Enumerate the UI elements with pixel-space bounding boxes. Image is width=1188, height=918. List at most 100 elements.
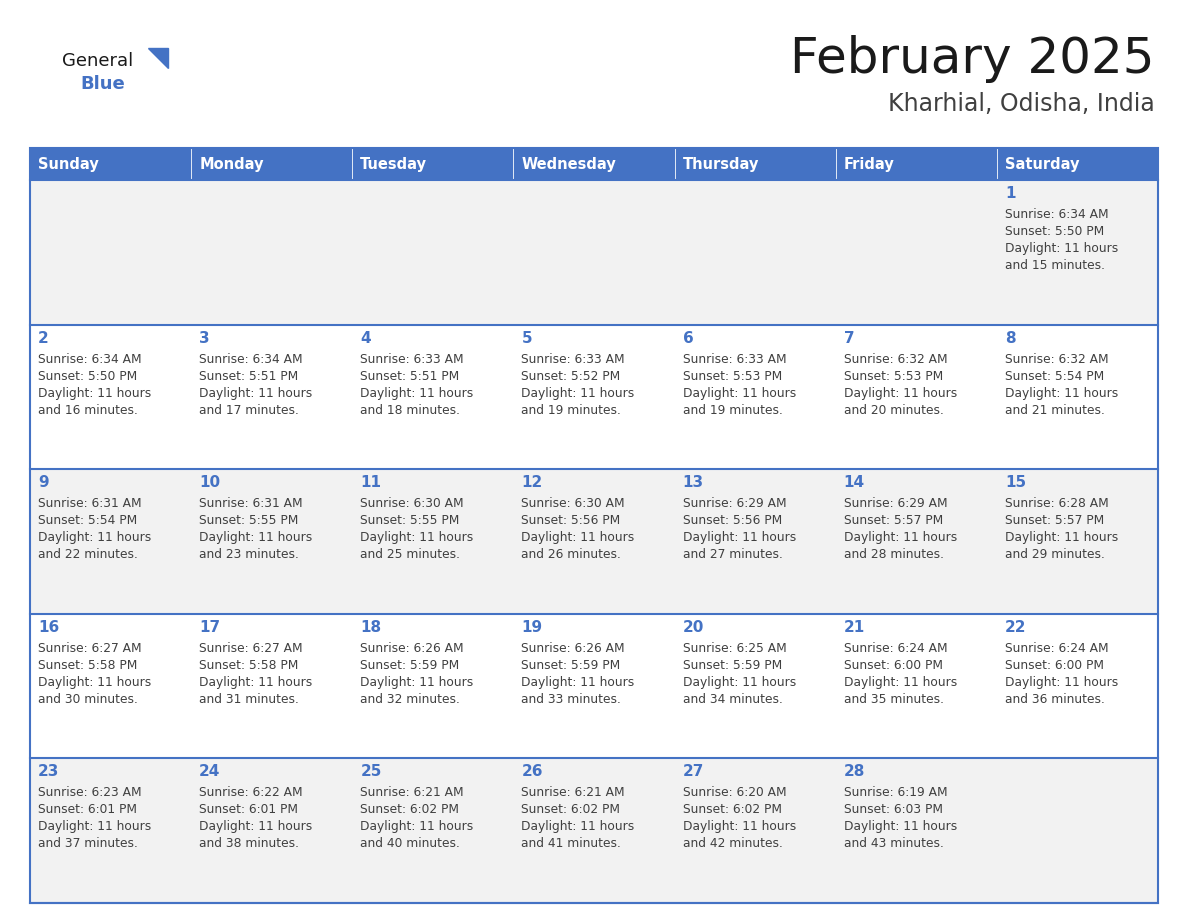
Text: Daylight: 11 hours: Daylight: 11 hours <box>200 821 312 834</box>
Text: and 25 minutes.: and 25 minutes. <box>360 548 460 561</box>
Text: and 34 minutes.: and 34 minutes. <box>683 693 783 706</box>
Text: Friday: Friday <box>843 156 895 172</box>
Text: Daylight: 11 hours: Daylight: 11 hours <box>360 821 474 834</box>
Text: Sunset: 5:53 PM: Sunset: 5:53 PM <box>843 370 943 383</box>
Text: Sunrise: 6:32 AM: Sunrise: 6:32 AM <box>1005 353 1108 365</box>
Text: Daylight: 11 hours: Daylight: 11 hours <box>683 386 796 399</box>
Bar <box>835 148 997 180</box>
Text: Daylight: 11 hours: Daylight: 11 hours <box>38 821 151 834</box>
Text: 27: 27 <box>683 765 704 779</box>
Text: and 22 minutes.: and 22 minutes. <box>38 548 138 561</box>
Bar <box>30 180 1158 325</box>
Text: Sunset: 5:58 PM: Sunset: 5:58 PM <box>200 659 298 672</box>
Text: Sunrise: 6:26 AM: Sunrise: 6:26 AM <box>522 642 625 655</box>
Text: and 28 minutes.: and 28 minutes. <box>843 548 943 561</box>
Text: and 41 minutes.: and 41 minutes. <box>522 837 621 850</box>
Bar <box>30 148 191 180</box>
Text: Sunset: 5:57 PM: Sunset: 5:57 PM <box>843 514 943 527</box>
Text: Sunset: 5:53 PM: Sunset: 5:53 PM <box>683 370 782 383</box>
Text: 23: 23 <box>38 765 59 779</box>
Text: Sunrise: 6:29 AM: Sunrise: 6:29 AM <box>843 498 947 510</box>
Text: 15: 15 <box>1005 476 1026 490</box>
Text: and 20 minutes.: and 20 minutes. <box>843 404 943 417</box>
Text: Sunset: 5:52 PM: Sunset: 5:52 PM <box>522 370 620 383</box>
Text: Sunset: 5:59 PM: Sunset: 5:59 PM <box>683 659 782 672</box>
Text: 17: 17 <box>200 620 220 635</box>
Text: Daylight: 11 hours: Daylight: 11 hours <box>522 676 634 688</box>
Text: Sunset: 5:59 PM: Sunset: 5:59 PM <box>360 659 460 672</box>
Bar <box>30 758 1158 903</box>
Text: Daylight: 11 hours: Daylight: 11 hours <box>1005 386 1118 399</box>
Text: and 23 minutes.: and 23 minutes. <box>200 548 299 561</box>
Text: Sunset: 6:03 PM: Sunset: 6:03 PM <box>843 803 943 816</box>
Text: and 21 minutes.: and 21 minutes. <box>1005 404 1105 417</box>
Text: 24: 24 <box>200 765 221 779</box>
Polygon shape <box>148 48 168 68</box>
Bar <box>191 148 353 180</box>
Text: Daylight: 11 hours: Daylight: 11 hours <box>1005 242 1118 255</box>
Text: Daylight: 11 hours: Daylight: 11 hours <box>200 386 312 399</box>
Text: and 33 minutes.: and 33 minutes. <box>522 693 621 706</box>
Text: Daylight: 11 hours: Daylight: 11 hours <box>522 532 634 544</box>
Text: Sunrise: 6:27 AM: Sunrise: 6:27 AM <box>38 642 141 655</box>
Text: 13: 13 <box>683 476 703 490</box>
Text: General: General <box>62 52 133 70</box>
Text: 18: 18 <box>360 620 381 635</box>
Text: Sunset: 6:01 PM: Sunset: 6:01 PM <box>38 803 137 816</box>
Text: Sunset: 5:56 PM: Sunset: 5:56 PM <box>683 514 782 527</box>
Text: Sunrise: 6:21 AM: Sunrise: 6:21 AM <box>360 787 463 800</box>
Text: Daylight: 11 hours: Daylight: 11 hours <box>360 532 474 544</box>
Text: and 18 minutes.: and 18 minutes. <box>360 404 460 417</box>
Text: Daylight: 11 hours: Daylight: 11 hours <box>200 676 312 688</box>
Text: 7: 7 <box>843 330 854 345</box>
Text: Sunset: 5:51 PM: Sunset: 5:51 PM <box>200 370 298 383</box>
Text: Monday: Monday <box>200 156 264 172</box>
Text: Sunset: 5:50 PM: Sunset: 5:50 PM <box>1005 225 1104 238</box>
Text: Saturday: Saturday <box>1005 156 1080 172</box>
Text: Sunset: 6:00 PM: Sunset: 6:00 PM <box>843 659 943 672</box>
Text: Sunrise: 6:27 AM: Sunrise: 6:27 AM <box>200 642 303 655</box>
Text: and 19 minutes.: and 19 minutes. <box>683 404 783 417</box>
Text: 20: 20 <box>683 620 704 635</box>
Text: and 19 minutes.: and 19 minutes. <box>522 404 621 417</box>
Text: Sunrise: 6:20 AM: Sunrise: 6:20 AM <box>683 787 786 800</box>
Text: Daylight: 11 hours: Daylight: 11 hours <box>843 532 958 544</box>
Text: and 27 minutes.: and 27 minutes. <box>683 548 783 561</box>
Text: Sunset: 5:58 PM: Sunset: 5:58 PM <box>38 659 138 672</box>
Text: and 37 minutes.: and 37 minutes. <box>38 837 138 850</box>
Text: Sunrise: 6:33 AM: Sunrise: 6:33 AM <box>360 353 463 365</box>
Bar <box>675 148 835 180</box>
Text: Daylight: 11 hours: Daylight: 11 hours <box>38 386 151 399</box>
Text: Sunset: 5:59 PM: Sunset: 5:59 PM <box>522 659 620 672</box>
Text: and 26 minutes.: and 26 minutes. <box>522 548 621 561</box>
Text: Sunset: 5:57 PM: Sunset: 5:57 PM <box>1005 514 1104 527</box>
Text: Daylight: 11 hours: Daylight: 11 hours <box>360 676 474 688</box>
Text: Sunrise: 6:30 AM: Sunrise: 6:30 AM <box>522 498 625 510</box>
Text: 14: 14 <box>843 476 865 490</box>
Text: and 40 minutes.: and 40 minutes. <box>360 837 460 850</box>
Text: Daylight: 11 hours: Daylight: 11 hours <box>522 386 634 399</box>
Text: Daylight: 11 hours: Daylight: 11 hours <box>522 821 634 834</box>
Text: Sunset: 5:56 PM: Sunset: 5:56 PM <box>522 514 620 527</box>
Text: Sunrise: 6:24 AM: Sunrise: 6:24 AM <box>1005 642 1108 655</box>
Text: 28: 28 <box>843 765 865 779</box>
Text: and 32 minutes.: and 32 minutes. <box>360 693 460 706</box>
Bar <box>997 148 1158 180</box>
Bar <box>30 325 1158 469</box>
Text: Sunset: 5:54 PM: Sunset: 5:54 PM <box>1005 370 1104 383</box>
Bar <box>513 148 675 180</box>
Text: Sunset: 5:54 PM: Sunset: 5:54 PM <box>38 514 138 527</box>
Text: Sunrise: 6:34 AM: Sunrise: 6:34 AM <box>200 353 303 365</box>
Text: 9: 9 <box>38 476 49 490</box>
Bar <box>30 148 1158 903</box>
Text: Daylight: 11 hours: Daylight: 11 hours <box>843 676 958 688</box>
Text: Sunset: 6:02 PM: Sunset: 6:02 PM <box>522 803 620 816</box>
Text: Sunrise: 6:30 AM: Sunrise: 6:30 AM <box>360 498 463 510</box>
Text: Sunset: 5:50 PM: Sunset: 5:50 PM <box>38 370 138 383</box>
Text: Daylight: 11 hours: Daylight: 11 hours <box>843 821 958 834</box>
Text: Sunset: 5:55 PM: Sunset: 5:55 PM <box>200 514 298 527</box>
Text: Daylight: 11 hours: Daylight: 11 hours <box>683 676 796 688</box>
Text: Sunset: 5:55 PM: Sunset: 5:55 PM <box>360 514 460 527</box>
Text: Sunrise: 6:33 AM: Sunrise: 6:33 AM <box>683 353 786 365</box>
Text: 12: 12 <box>522 476 543 490</box>
